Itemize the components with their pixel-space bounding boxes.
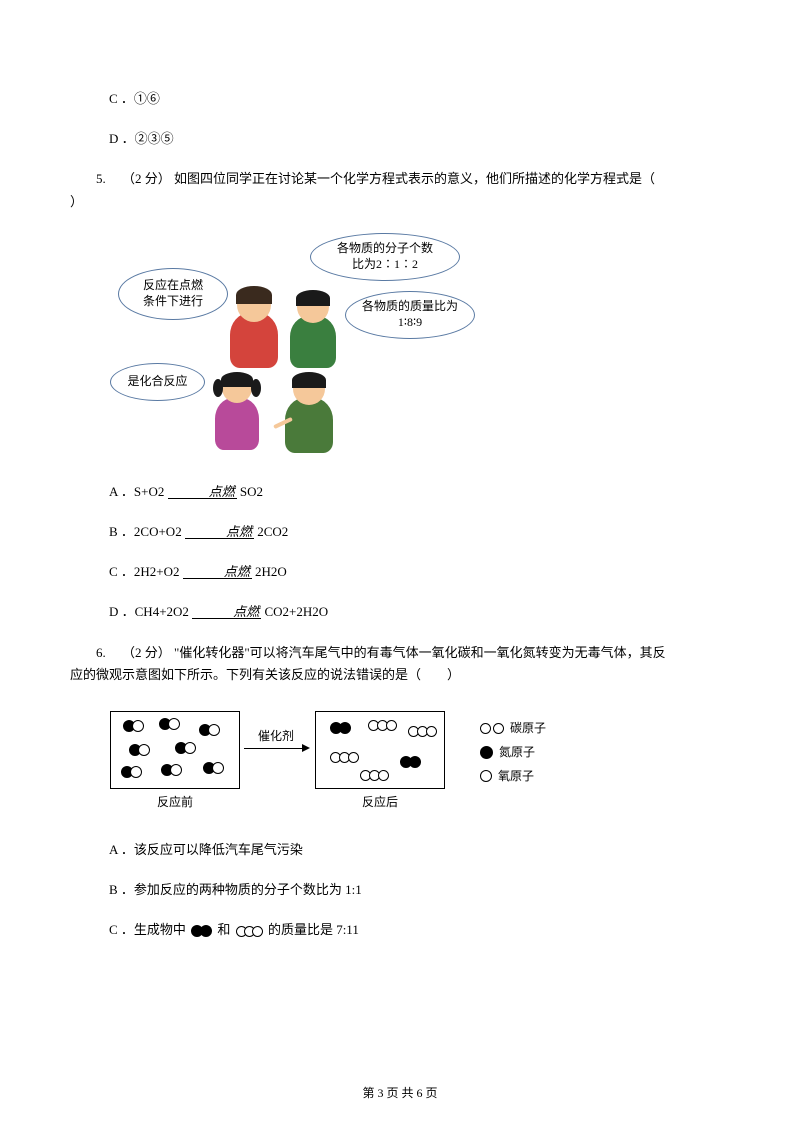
legend-nitrogen: 氮原子 (480, 744, 535, 761)
q5-stem-b: ） (70, 193, 730, 211)
q6-number: 6. (96, 645, 106, 660)
q6-stem1: "催化转化器"可以将汽车尾气中的有毒气体一氧化碳和一氧化氮转变为无毒气体，其反 (174, 645, 666, 660)
q5-option-d: D ．CH4+2O2 点燃 CO2+2H2O (70, 603, 730, 621)
arrow-label: 催化剂 (248, 728, 304, 745)
q6-diagram: 反应前 催化剂 反应后 (110, 706, 630, 821)
n2-molecule-icon (191, 925, 212, 937)
q5-points: （2 分） (122, 171, 171, 186)
after-label: 反应后 (315, 794, 445, 811)
question-5: 5. （2 分） 如图四位同学正在讨论某一个化学方程式表示的意义，他们所描述的化… (70, 170, 730, 621)
question-6: 6. （2 分） "催化转化器"可以将汽车尾气中的有毒气体一氧化碳和一氧化氮转变… (70, 644, 730, 940)
bubble-mr: 各物质的质量比为 1∶8∶9 (345, 291, 475, 339)
q6-option-a: A ．该反应可以降低汽车尾气污染 (70, 841, 730, 859)
bubble-bl: 是化合反应 (110, 363, 205, 401)
q5-option-a: A ．S+O2 点燃 SO2 (70, 483, 730, 501)
bubble-tl: 反应在点燃 条件下进行 (118, 268, 228, 320)
co2-molecule-icon (236, 926, 263, 937)
before-box (110, 711, 240, 789)
prev-option-d: D ．②③⑤ (70, 130, 730, 148)
q6-stem2: 应的微观示意图如下所示。下列有关该反应的说法错误的是（ ） (70, 666, 730, 684)
after-box (315, 711, 445, 789)
page-footer: 第 3 页 共 6 页 (0, 1085, 800, 1102)
q5-option-c: C ．2H2+O2 点燃 2H2O (70, 563, 730, 581)
before-label: 反应前 (110, 794, 240, 811)
bubble-tr: 各物质的分子个数 比为2∶1∶2 (310, 233, 460, 281)
legend-carbon: 碳原子 (480, 720, 546, 737)
q5-stem-a: 如图四位同学正在讨论某一个化学方程式表示的意义，他们所描述的化学方程式是（ (174, 171, 655, 186)
q5-illustration: 反应在点燃 条件下进行 各物质的分子个数 比为2∶1∶2 各物质的质量比为 1∶… (110, 233, 470, 463)
prev-option-c: C ．①⑥ (70, 90, 730, 108)
legend-oxygen: 氧原子 (480, 768, 534, 785)
q5-option-b: B ．2CO+O2 点燃 2CO2 (70, 523, 730, 541)
q6-points: （2 分） (122, 645, 171, 660)
q6-option-b: B ．参加反应的两种物质的分子个数比为 1:1 (70, 881, 730, 899)
q6-option-c: C ．生成物中 和 的质量比是 7:11 (70, 921, 730, 939)
q5-number: 5. (96, 171, 106, 186)
